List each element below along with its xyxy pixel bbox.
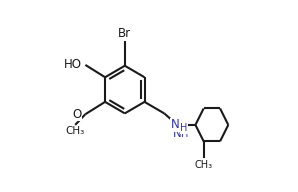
Text: N: N	[171, 118, 180, 131]
Text: CH₃: CH₃	[66, 126, 85, 136]
Text: H: H	[181, 129, 189, 139]
Text: Br: Br	[118, 25, 131, 38]
Text: N: N	[173, 127, 182, 140]
Text: HO: HO	[64, 58, 82, 71]
Text: HO: HO	[64, 58, 82, 71]
Text: H: H	[180, 123, 188, 133]
Text: CH₃: CH₃	[195, 160, 213, 170]
Text: Br: Br	[118, 27, 131, 40]
Text: O: O	[72, 108, 82, 121]
Text: O: O	[72, 108, 82, 121]
